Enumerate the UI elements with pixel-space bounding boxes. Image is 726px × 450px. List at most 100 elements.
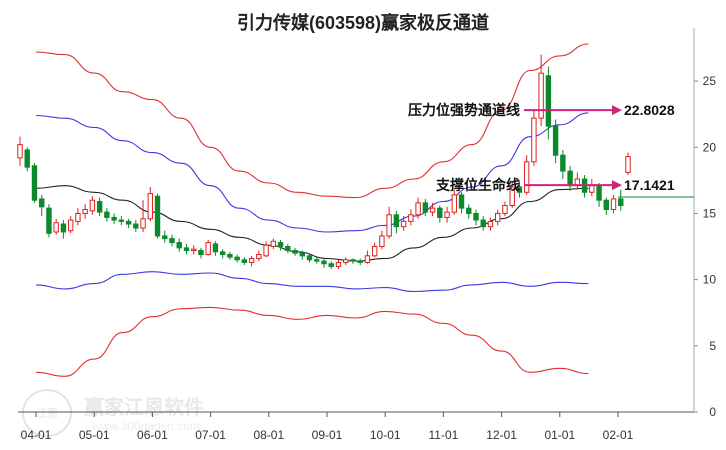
channel-line-4 [35, 306, 589, 377]
candle-body [263, 244, 269, 257]
candle-body [39, 198, 45, 208]
candle-body [487, 220, 494, 228]
chart-title: 引力传媒(603598)赢家极反通道 [236, 13, 490, 33]
candle-body [219, 251, 226, 255]
candle-body [610, 198, 617, 210]
candle-body [552, 125, 559, 156]
candle-body [495, 212, 501, 222]
candle-body [299, 252, 305, 257]
candle-body [328, 263, 334, 267]
candle-body [248, 257, 255, 263]
x-tick-label: 11-01 [428, 428, 458, 442]
candle-body [241, 259, 248, 263]
candle-body [531, 117, 537, 163]
candle-body [154, 195, 161, 237]
candle-body [458, 194, 465, 209]
x-tick-label: 02-01 [603, 428, 634, 442]
y-tick-label: 5 [709, 339, 716, 353]
candle-body [502, 205, 508, 214]
candle-body [480, 219, 486, 228]
candle-body [270, 240, 277, 248]
candle-body [379, 235, 385, 248]
candle-body [53, 222, 59, 233]
watermark-logo-icon: 江恩 [22, 389, 72, 437]
candle-body [96, 201, 103, 213]
candle-body [125, 220, 132, 225]
candle-body [343, 259, 349, 263]
annotation-arrow-head [612, 180, 622, 191]
candle-body [451, 194, 457, 213]
candle-body [183, 247, 190, 252]
candle-body [191, 248, 197, 252]
candle-body [444, 211, 450, 218]
y-tick-label: 0 [709, 405, 716, 419]
channel-line-0 [35, 43, 589, 199]
candle-body [104, 211, 110, 218]
candle-body [67, 219, 74, 232]
candle-body [473, 212, 479, 221]
candle-body [400, 220, 407, 228]
candle-body [466, 207, 472, 214]
candle-body [24, 149, 30, 168]
candle-body [234, 256, 240, 261]
candle-body [603, 199, 609, 210]
candle-body [589, 185, 595, 193]
watermark-url: www.300ganen.com [92, 419, 201, 433]
candle-body [162, 235, 168, 240]
y-tick-label: 25 [703, 74, 717, 88]
x-tick-label: 05-01 [79, 428, 110, 442]
candle-body [198, 250, 204, 255]
candle-body [256, 253, 262, 259]
candle-body [335, 261, 342, 267]
watermark: 江恩 赢家江恩软件 www.300ganen.com [22, 389, 262, 439]
candle-body [509, 186, 515, 207]
candle-body [618, 198, 624, 207]
candle-body [625, 156, 631, 173]
annotation-label: 压力位强势通道线 [408, 102, 520, 119]
candle-body [321, 260, 327, 265]
candle-body [111, 216, 117, 221]
channel-line-2 [35, 185, 589, 262]
candle-body [176, 242, 182, 249]
candle-body [393, 214, 400, 228]
candle-body [140, 218, 146, 229]
candle-body [227, 253, 233, 258]
candle-body [82, 208, 88, 214]
x-tick-label: 07-01 [195, 428, 226, 442]
candle-body [516, 186, 523, 193]
candle-body [205, 242, 211, 255]
candle-body [567, 170, 573, 187]
candle-body [408, 214, 414, 222]
candle-body [314, 259, 320, 262]
candle-body [17, 144, 23, 159]
candle-body [60, 223, 67, 233]
x-tick-label: 06-01 [137, 428, 168, 442]
candle-body [545, 75, 552, 127]
x-tick-label: 09-01 [312, 428, 343, 442]
x-tick-label: 10-01 [370, 428, 401, 442]
y-tick-label: 20 [703, 140, 717, 154]
candle-body [292, 250, 298, 254]
x-tick-label: 04-01 [21, 428, 52, 442]
candle-body [364, 255, 371, 263]
channel-line-3 [35, 271, 589, 293]
candle-body [89, 199, 96, 212]
y-tick-label: 15 [703, 206, 717, 220]
channel-line-1 [35, 112, 589, 233]
candle-body [133, 223, 139, 229]
candle-body [386, 214, 392, 237]
candle-body [523, 161, 530, 193]
watermark-name: 赢家江恩软件 [84, 395, 204, 419]
candle-body [277, 242, 284, 248]
candle-body [147, 193, 153, 220]
annotation-arrow-head [612, 105, 622, 116]
candle-body [118, 219, 125, 222]
candle-body [306, 255, 313, 261]
y-tick-label: 10 [703, 273, 717, 287]
candle-body [75, 212, 81, 222]
x-tick-label: 12-01 [486, 428, 517, 442]
candle-body [415, 202, 421, 216]
candle-body [357, 260, 363, 263]
